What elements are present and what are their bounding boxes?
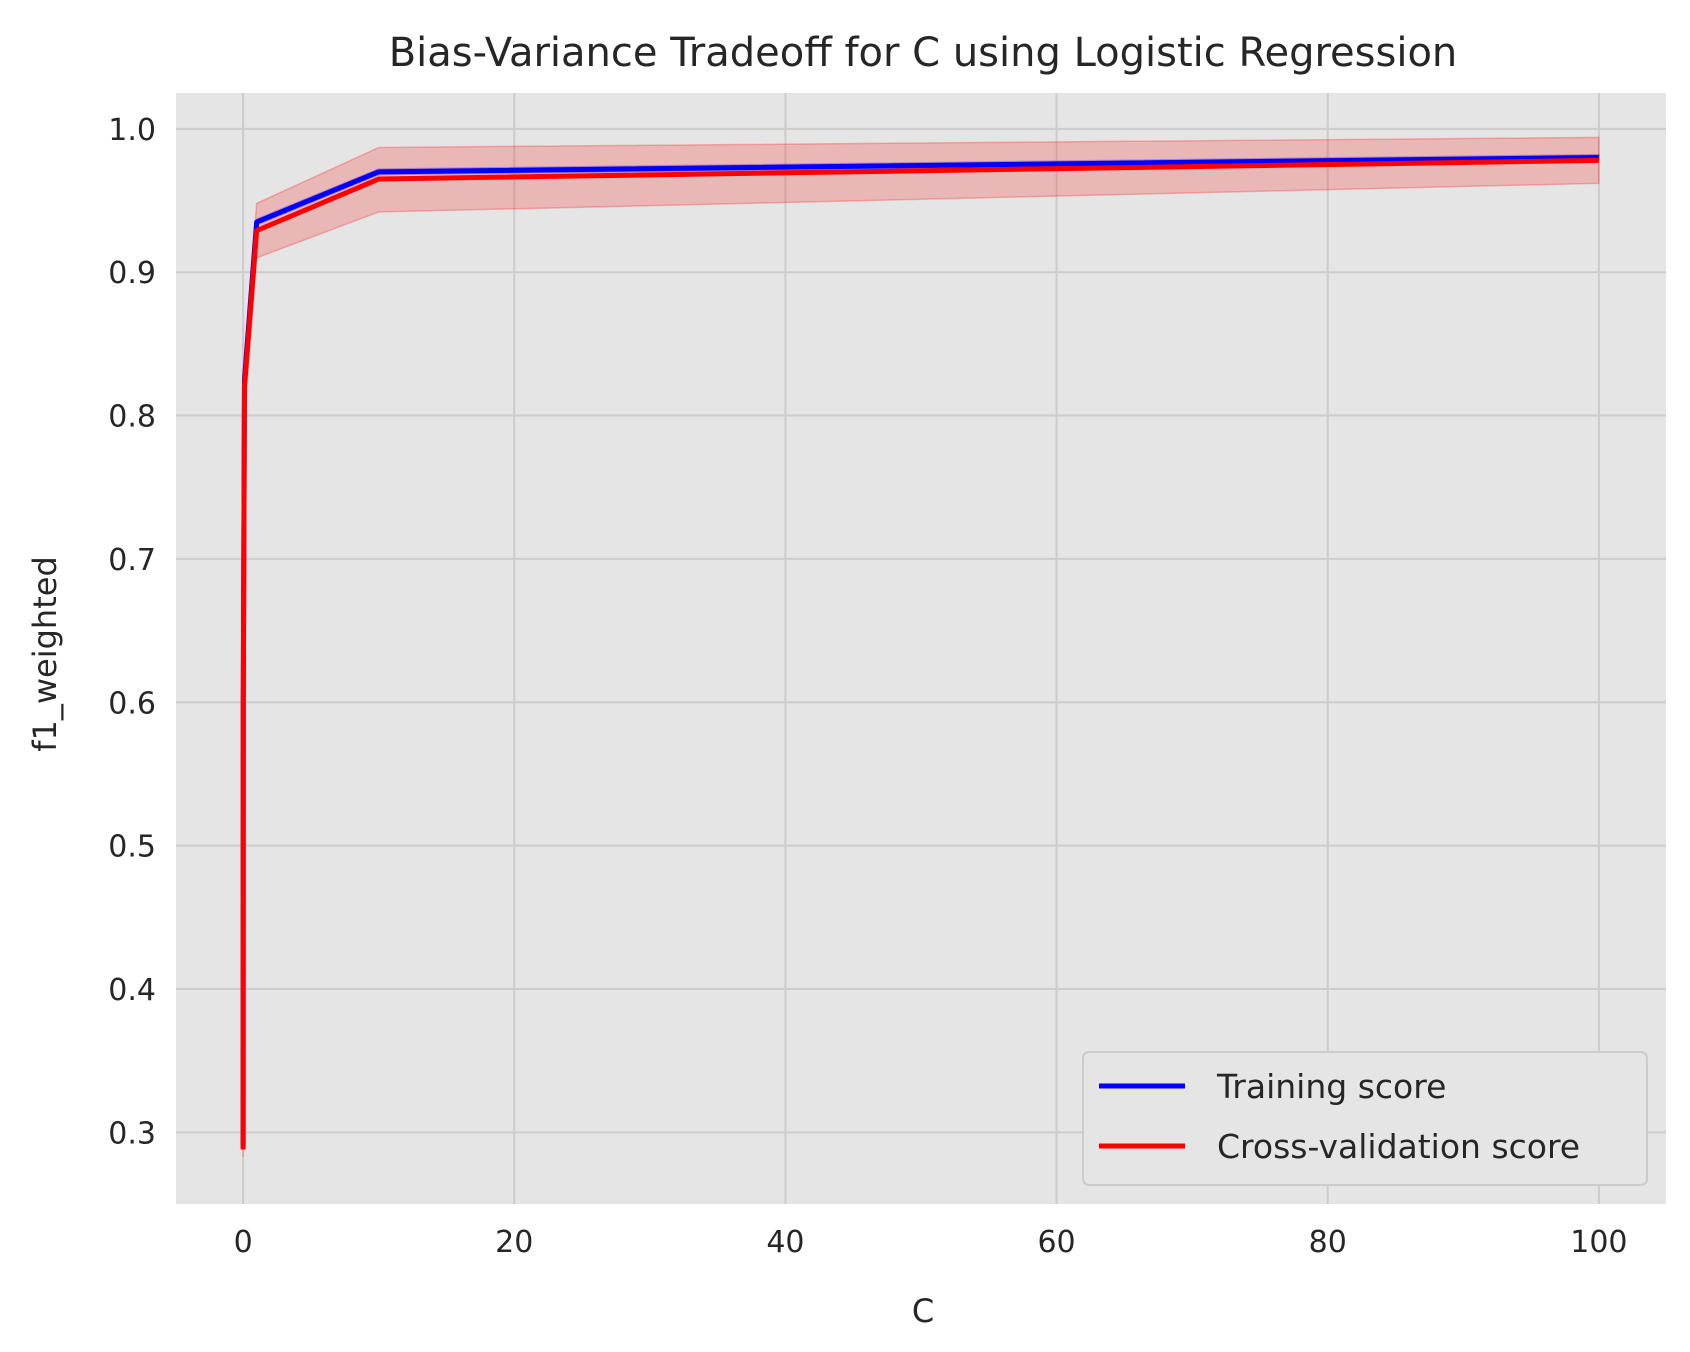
y-tick-labels: 0.3 0.4 0.5 0.6 0.7 0.8 0.9 1.0 [108,113,156,1151]
legend-label-1: Cross-validation score [1217,1127,1580,1166]
line-series-1 [240,157,1599,1150]
x-tick-label: 0 [234,1225,253,1260]
y-tick-label: 0.5 [108,830,156,865]
y-tick-label: 0.3 [108,1116,156,1151]
y-tick-label: 0.7 [108,543,156,578]
x-tick-label: 60 [1037,1225,1075,1260]
y-tick-label: 0.8 [108,400,156,435]
y-tick-label: 0.9 [108,256,156,291]
x-tick-label: 80 [1309,1225,1347,1260]
chart-title: Bias-Variance Tradeoff for C using Logis… [389,30,1458,76]
y-axis-label: f1_weighted [26,556,64,752]
series-lines [240,155,1599,1150]
legend-label-0: Training score [1216,1067,1446,1106]
x-tick-label: 100 [1570,1225,1627,1260]
y-tick-label: 0.6 [108,686,156,721]
x-tick-label: 40 [766,1225,804,1260]
legend: Training score Cross-validation score [1082,1051,1648,1186]
x-tick-label: 20 [495,1225,533,1260]
plot-area [176,93,1666,1204]
x-axis-label: C [912,1292,934,1330]
x-tick-labels: 0 20 40 60 80 100 [234,1225,1628,1260]
y-tick-label: 0.4 [108,973,156,1008]
legend-box [1082,1051,1648,1186]
y-tick-label: 1.0 [108,113,156,148]
grid [176,93,1666,1204]
